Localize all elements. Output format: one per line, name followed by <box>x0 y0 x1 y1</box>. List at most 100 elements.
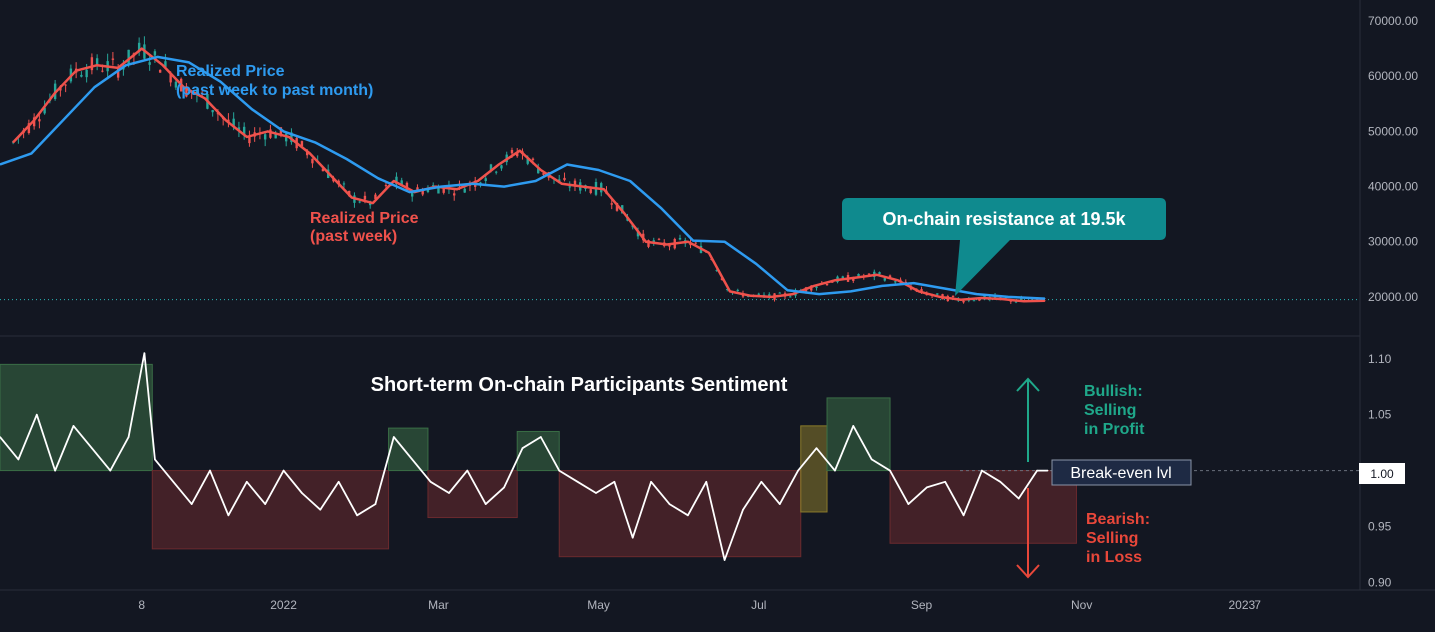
zone-bearish <box>151 470 390 550</box>
candle-body <box>116 66 120 78</box>
sentiment-point <box>448 492 450 494</box>
week-point <box>330 174 332 177</box>
week-point <box>267 130 269 132</box>
realized-price-week-line <box>12 47 1045 303</box>
sentiment-point <box>72 425 75 427</box>
candle-body <box>495 171 498 173</box>
candle-body <box>411 192 414 197</box>
candle-body <box>384 185 388 187</box>
candle-body <box>888 275 892 278</box>
bearish-line-2: Selling <box>1086 530 1138 547</box>
candle-body <box>831 281 834 283</box>
week-point <box>582 185 584 188</box>
price-tick-label: 50000.00 <box>1368 124 1418 138</box>
price-series <box>0 47 1046 303</box>
candle-body <box>757 293 760 295</box>
bullish-line-2: Selling <box>1084 402 1136 419</box>
candle-body <box>432 185 435 187</box>
week-point <box>876 274 878 276</box>
candle-body <box>726 289 729 291</box>
month-point <box>314 141 316 144</box>
zone-neutral <box>800 425 828 513</box>
sentiment-point <box>558 469 561 472</box>
week-point <box>855 276 857 279</box>
bullish-line-3: in Profit <box>1084 421 1145 438</box>
week-point <box>204 97 206 99</box>
month-point <box>251 108 253 110</box>
week-point <box>939 296 941 298</box>
bearish-line-1: Bearish: <box>1086 511 1150 528</box>
sentiment-point <box>154 458 156 461</box>
week-point <box>288 136 290 138</box>
month-point <box>188 61 190 64</box>
week-point <box>624 213 626 215</box>
sentiment-point <box>540 436 542 438</box>
sentiment-point <box>852 425 855 427</box>
week-point <box>561 183 563 185</box>
candle-body <box>678 237 682 240</box>
label-line-1: Realized Price <box>176 63 285 80</box>
week-point <box>750 295 752 297</box>
candle-body <box>962 300 965 303</box>
zone-bearish <box>889 470 1077 544</box>
candle-body <box>416 187 419 190</box>
candle-body <box>899 279 902 281</box>
candle-body <box>95 58 99 67</box>
x-axis: 8 2022 Mar May Jul Sep Nov 2023 7 <box>138 598 1261 612</box>
week-point <box>75 70 77 72</box>
candle-body <box>463 188 466 193</box>
sentiment-point <box>245 480 248 483</box>
label-line-2: (past week to past month) <box>176 82 373 99</box>
month-point <box>93 86 96 88</box>
candle-body <box>127 49 130 65</box>
week-point <box>1023 300 1025 302</box>
sentiment-tick-label: 0.95 <box>1368 520 1392 534</box>
sentiment-point <box>143 352 146 354</box>
sentiment-point <box>576 480 579 483</box>
candle-body <box>668 245 671 247</box>
week-point <box>351 196 353 199</box>
realized-price-month-label: Realized Price (past week to past month) <box>176 63 373 99</box>
candle-body <box>421 190 424 195</box>
month-point <box>566 163 568 166</box>
candle-body <box>263 134 267 140</box>
candle-body <box>43 107 46 114</box>
month-point <box>598 169 600 171</box>
sentiment-point <box>109 469 112 472</box>
week-point <box>666 243 668 246</box>
price-tick-label: 30000.00 <box>1368 235 1418 249</box>
x-tick-label: Sep <box>911 598 933 612</box>
month-point <box>913 282 915 284</box>
week-point <box>981 297 983 299</box>
price-tick-label: 20000.00 <box>1368 290 1418 304</box>
candle-body <box>342 183 346 185</box>
candle-body <box>993 295 997 299</box>
candle-body <box>489 164 493 171</box>
week-point <box>183 86 185 88</box>
candle-body <box>274 132 277 139</box>
sentiment-point <box>227 514 230 517</box>
candle-body <box>269 129 272 138</box>
bearish-legend: Bearish: Selling in Loss <box>1086 511 1154 566</box>
candle-body <box>657 238 661 240</box>
candle-body <box>542 173 545 175</box>
sentiment-point <box>631 536 634 539</box>
candle-body <box>38 119 41 122</box>
candle-body <box>825 283 829 286</box>
candle-body <box>101 70 104 72</box>
sentiment-point <box>172 480 175 483</box>
month-point <box>944 288 946 290</box>
candle-body <box>789 296 792 298</box>
sentiment-point <box>17 458 20 461</box>
month-point <box>345 158 348 160</box>
candle-body <box>715 270 718 272</box>
candle-body <box>615 202 619 211</box>
week-point <box>771 296 773 298</box>
sentiment-point <box>834 469 836 472</box>
zone-bullish <box>516 430 560 472</box>
candle-body <box>736 289 739 291</box>
candle-body <box>573 180 577 187</box>
week-point <box>687 241 689 243</box>
candle-body <box>153 51 157 56</box>
month-point <box>377 177 379 179</box>
